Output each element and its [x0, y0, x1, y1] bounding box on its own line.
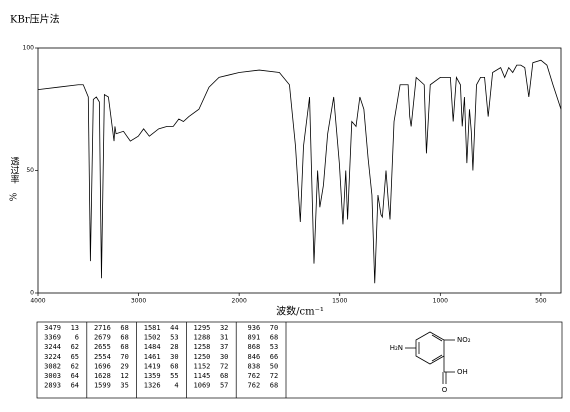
wavenumber: 1484 [144, 343, 161, 351]
structure [405, 331, 455, 384]
wavenumber: 3003 [44, 372, 61, 380]
transmittance: 29 [120, 362, 128, 370]
wavenumber: 1295 [194, 324, 211, 332]
chart-title: KBr压片法 [10, 13, 60, 26]
wavenumber: 1696 [94, 362, 111, 370]
transmittance: 72 [270, 372, 278, 380]
x-tick-label: 3000 [131, 298, 146, 305]
wavenumber: 1288 [194, 334, 211, 342]
transmittance: 53 [170, 334, 178, 342]
transmittance: 64 [71, 372, 79, 380]
hydroxyl-label: OH [457, 368, 468, 376]
transmittance: 68 [120, 334, 128, 342]
transmittance: 68 [170, 362, 178, 370]
wavenumber: 1461 [144, 353, 161, 361]
table-frame [36, 321, 563, 399]
wavenumber: 1258 [194, 343, 211, 351]
transmittance: 30 [170, 353, 178, 361]
y-tick-label: 0 [30, 290, 34, 297]
wavenumber: 3082 [44, 362, 61, 370]
transmittance: 68 [120, 343, 128, 351]
transmittance: 28 [170, 343, 178, 351]
y-tick-label: 100 [23, 45, 35, 52]
x-tick-label: 1000 [433, 298, 448, 305]
wavenumber: 762 [248, 382, 261, 390]
wavenumber: 762 [248, 372, 261, 380]
transmittance: 50 [270, 362, 278, 370]
wavenumber: 1145 [194, 372, 211, 380]
wavenumber: 1152 [194, 362, 211, 370]
wavenumber: 1326 [144, 382, 161, 390]
transmittance: 70 [270, 324, 278, 332]
transmittance: 70 [120, 353, 128, 361]
wavenumber: 838 [248, 362, 261, 370]
amino-label: H₂N [390, 344, 403, 352]
oxygen-label: O [442, 386, 448, 394]
transmittance: 62 [71, 362, 79, 370]
transmittance: 65 [71, 353, 79, 361]
transmittance: 68 [220, 372, 228, 380]
x-tick-label: 2000 [232, 298, 247, 305]
wavenumber: 1359 [144, 372, 161, 380]
x-axis-label: 波数/cm⁻¹ [276, 305, 324, 318]
wavenumber: 3479 [44, 324, 61, 332]
transmittance: 66 [270, 353, 278, 361]
y-axis-label: 透过率 [9, 156, 20, 184]
transmittance: 32 [220, 324, 228, 332]
transmittance: 55 [170, 372, 178, 380]
y-tick-label: 50 [26, 167, 34, 174]
transmittance: 68 [120, 324, 128, 332]
transmittance: 30 [220, 353, 228, 361]
x-tick-label: 1500 [332, 298, 347, 305]
transmittance: 4 [174, 382, 178, 390]
transmittance: 6 [75, 334, 79, 342]
wavenumber: 936 [248, 324, 261, 332]
wavenumber: 3224 [44, 353, 61, 361]
bond [431, 334, 443, 342]
wavenumber: 1419 [144, 362, 161, 370]
transmittance: 53 [270, 343, 278, 351]
y-axis-unit: % [10, 192, 20, 201]
wavenumber: 846 [248, 353, 261, 361]
wavenumber: 1599 [94, 382, 111, 390]
wavenumber: 1502 [144, 334, 161, 342]
transmittance: 68 [270, 382, 278, 390]
plot-frame [37, 47, 562, 294]
wavenumber: 2554 [94, 353, 111, 361]
wavenumber: 891 [248, 334, 261, 342]
transmittance: 37 [220, 343, 228, 351]
benzene-ring [415, 331, 445, 365]
transmittance: 62 [71, 343, 79, 351]
nitro-label: NO₂ [457, 336, 471, 344]
wavenumber: 1069 [194, 382, 211, 390]
wavenumber: 1250 [194, 353, 211, 361]
x-tick-label: 500 [535, 298, 547, 305]
wavenumber: 3244 [44, 343, 61, 351]
bond [431, 354, 443, 362]
wavenumber: 1628 [94, 372, 111, 380]
transmittance: 64 [71, 382, 79, 390]
wavenumber: 2655 [94, 343, 111, 351]
transmittance: 72 [220, 362, 228, 370]
wavenumber: 1581 [144, 324, 161, 332]
transmittance: 44 [170, 324, 178, 332]
transmittance: 35 [120, 382, 128, 390]
x-tick-label: 4000 [30, 298, 45, 305]
transmittance: 57 [220, 382, 228, 390]
wavenumber: 2716 [94, 324, 111, 332]
spectrum-line [37, 59, 562, 284]
transmittance: 13 [71, 324, 79, 332]
wavenumber: 3369 [44, 334, 61, 342]
wavenumber: 2893 [44, 382, 61, 390]
wavenumber: 2679 [94, 334, 111, 342]
transmittance: 68 [270, 334, 278, 342]
wavenumber: 868 [248, 343, 261, 351]
transmittance: 12 [120, 372, 128, 380]
transmittance: 31 [220, 334, 228, 342]
